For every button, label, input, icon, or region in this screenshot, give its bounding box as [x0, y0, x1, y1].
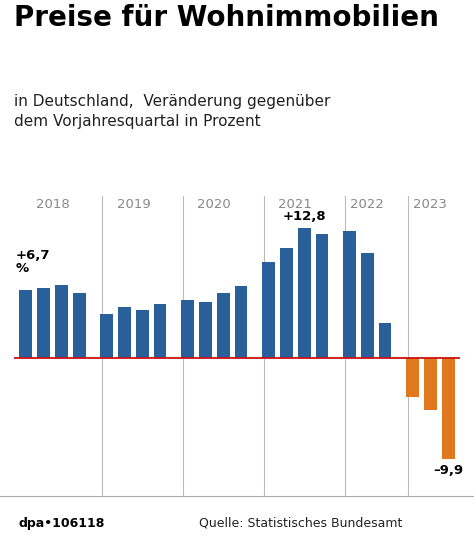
- Bar: [100, 314, 113, 359]
- Bar: [424, 359, 437, 410]
- Bar: [361, 252, 374, 359]
- Text: 2019: 2019: [117, 198, 150, 210]
- Text: 2022: 2022: [350, 198, 384, 210]
- Text: 2021: 2021: [278, 198, 312, 210]
- Text: Preise für Wohnimmobilien: Preise für Wohnimmobilien: [14, 4, 439, 32]
- Text: +12,8: +12,8: [283, 210, 326, 223]
- Bar: [73, 293, 85, 359]
- Bar: [280, 247, 293, 359]
- Bar: [442, 359, 455, 459]
- Bar: [55, 285, 68, 359]
- Bar: [181, 300, 194, 359]
- Bar: [136, 310, 149, 359]
- Bar: [154, 304, 166, 359]
- Bar: [217, 293, 229, 359]
- Bar: [19, 290, 32, 359]
- Bar: [199, 302, 212, 359]
- Bar: [298, 228, 310, 359]
- Bar: [118, 306, 131, 359]
- Text: dpa•106118: dpa•106118: [19, 517, 105, 530]
- Bar: [406, 359, 419, 397]
- Text: Quelle: Statistisches Bundesamt: Quelle: Statistisches Bundesamt: [199, 517, 402, 530]
- Text: 2018: 2018: [36, 198, 69, 210]
- Bar: [379, 323, 392, 359]
- Bar: [343, 231, 356, 359]
- Bar: [235, 286, 247, 359]
- Text: %: %: [16, 262, 29, 275]
- Bar: [316, 234, 328, 359]
- Text: 2023: 2023: [413, 198, 447, 210]
- Bar: [37, 288, 50, 359]
- Text: in Deutschland,  Veränderung gegenüber
dem Vorjahresquartal in Prozent: in Deutschland, Veränderung gegenüber de…: [14, 94, 330, 129]
- Bar: [262, 262, 275, 359]
- Text: 2020: 2020: [198, 198, 231, 210]
- Text: –9,9: –9,9: [433, 464, 463, 477]
- Text: +6,7: +6,7: [16, 249, 51, 262]
